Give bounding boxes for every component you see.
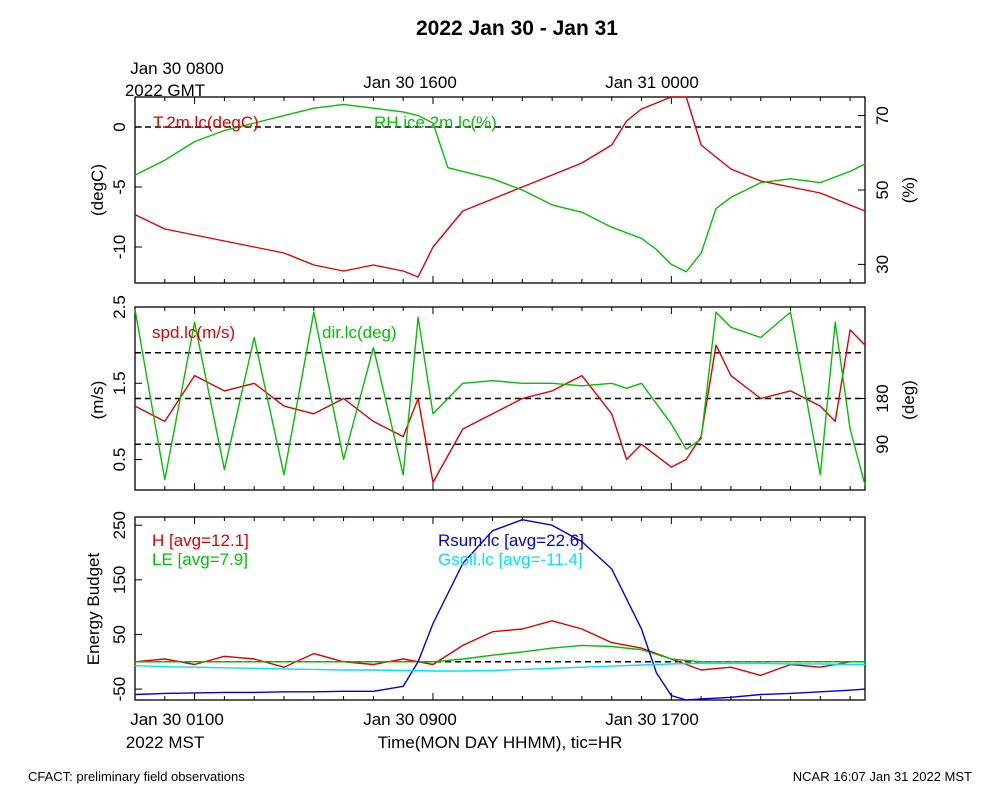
legend-gsoil: Gsoil.lc [avg=-11.4] (438, 550, 583, 569)
y-tick-label: 0.5 (110, 448, 129, 472)
legend-rh: RH.ice.2m.lc(%) (374, 113, 497, 132)
series-line-rsum-lc (134, 519, 866, 701)
y-axis-label-energy: Energy Budget (84, 552, 103, 665)
y2-axis-label-percent: (%) (899, 177, 918, 203)
bottom-time-label-3: Jan 30 1700 (605, 710, 699, 729)
legend-rsum: Rsum.lc [avg=22.6] (438, 531, 584, 550)
y-axis-label-degc: (degC) (88, 164, 107, 216)
series-line-spd-lc (134, 329, 866, 484)
y2-tick-label: 70 (873, 106, 892, 125)
series-line-rh-ice-2m-lc (134, 103, 866, 273)
footer-right: NCAR 16:07 Jan 31 2022 MST (793, 769, 972, 784)
top-time-label-1-line2: 2022 GMT (125, 81, 205, 100)
panel-3-frame (134, 516, 866, 701)
y-tick-label: -10 (110, 235, 129, 260)
y2-tick-label: 180 (873, 384, 892, 412)
legend-dir: dir.lc(deg) (322, 323, 397, 342)
y2-tick-label: 50 (873, 181, 892, 200)
top-time-label-3: Jan 31 0000 (605, 73, 699, 92)
series-line-gsoil-lc (134, 662, 865, 672)
series-line-dir-lc (134, 309, 866, 486)
chart-title: 2022 Jan 30 - Jan 31 (416, 17, 618, 40)
series-line-t-2m-lc (134, 96, 866, 278)
legend-spd: spd.lc(m/s) (152, 323, 235, 342)
panel-temperature-rh: 0 -5 -10 70 50 30 T.2m.lc(degC) RH.ice.2m.lc(… (88, 96, 918, 284)
y-tick-label: 50 (110, 625, 129, 644)
y-tick-label: 250 (110, 511, 129, 539)
legend-le: LE [avg=7.9] (152, 550, 248, 569)
panel-wind: 2.5 1.5 0.5 180 90 spd.lc(m/s) dir.lc(deg) (… (88, 295, 918, 491)
y-tick-label: 150 (110, 566, 129, 594)
y2-tick-label: 30 (873, 255, 892, 274)
y-tick-label: -5 (110, 179, 129, 194)
top-time-label-1: Jan 30 0800 (130, 59, 224, 78)
y2-axis-label-deg: (deg) (899, 380, 918, 420)
y-tick-label: -50 (110, 677, 129, 702)
series-line-le (135, 644, 865, 663)
bottom-time-label-2: Jan 30 0900 (363, 710, 457, 729)
legend-t2m: T.2m.lc(degC) (153, 113, 259, 132)
x-axis-label: Time(MON DAY HHMM), tic=HR (378, 733, 623, 752)
y-tick-label: 0 (110, 122, 129, 131)
y-axis-label-ms: (m/s) (88, 381, 107, 420)
y-tick-label: 1.5 (110, 371, 129, 395)
series-line-h (134, 620, 865, 677)
bottom-time-label-1-line2: 2022 MST (126, 733, 204, 752)
panel-energy-budget: 250 150 50 -50 H [avg=12.1] LE [avg=7.9] Rs… (84, 511, 866, 702)
y-tick-label: 2.5 (110, 295, 129, 319)
footer-left: CFACT: preliminary field observations (28, 769, 245, 784)
y2-tick-label: 90 (873, 435, 892, 454)
legend-h: H [avg=12.1] (152, 531, 249, 550)
bottom-time-label-1: Jan 30 0100 (130, 710, 224, 729)
top-time-label-2: Jan 30 1600 (363, 73, 457, 92)
